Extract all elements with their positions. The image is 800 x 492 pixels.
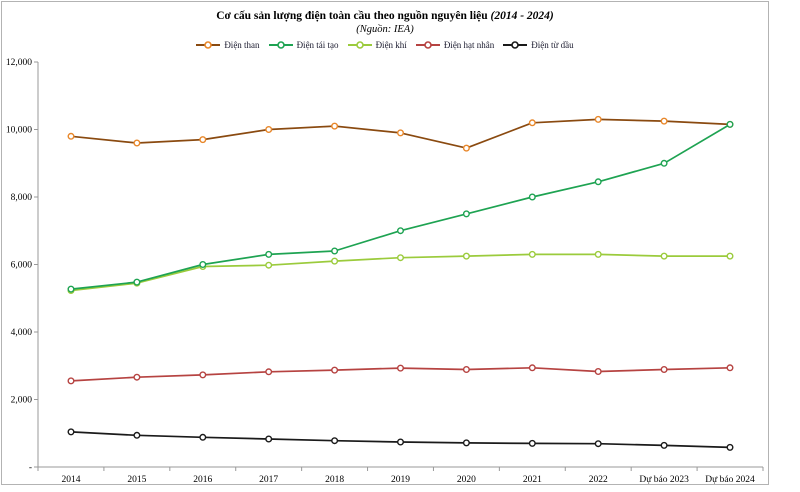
series-point-marker bbox=[594, 250, 602, 258]
x-axis-category-label: 2021 bbox=[523, 475, 542, 485]
series-point-marker bbox=[528, 364, 536, 372]
legend-line-marker-icon bbox=[415, 41, 440, 49]
x-axis-category-label: 2019 bbox=[391, 475, 410, 485]
series-point-marker bbox=[726, 364, 734, 372]
legend-line-marker-icon bbox=[503, 41, 528, 49]
series-point-marker bbox=[199, 261, 207, 269]
series-point-marker bbox=[462, 366, 470, 374]
series-point-marker bbox=[594, 178, 602, 186]
series-point-marker bbox=[397, 364, 405, 372]
x-axis-category-label: Dự báo 2023 bbox=[639, 475, 689, 485]
series-point-marker bbox=[199, 136, 207, 144]
x-axis-category-label: Dự báo 2024 bbox=[705, 475, 755, 485]
legend-item-4: Điện hạt nhân bbox=[415, 40, 495, 50]
series-point-marker bbox=[594, 115, 602, 123]
x-axis-category-label: 2022 bbox=[589, 475, 608, 485]
x-axis-category-label: 2017 bbox=[259, 475, 278, 485]
series-point-marker bbox=[726, 252, 734, 260]
y-axis-tick-label: 10,000 bbox=[6, 126, 32, 136]
series-line-2 bbox=[70, 123, 731, 290]
y-axis-tick-label: 8,000 bbox=[11, 193, 33, 203]
y-axis-tick-label: 4,000 bbox=[11, 328, 33, 338]
series-point-marker bbox=[462, 210, 470, 218]
series-point-marker bbox=[397, 254, 405, 262]
series-point-marker bbox=[594, 440, 602, 448]
series-point-marker bbox=[265, 250, 273, 258]
x-axis-category-label: 2014 bbox=[61, 475, 80, 485]
legend-line-marker-icon bbox=[347, 41, 372, 49]
series-point-marker bbox=[133, 431, 141, 439]
series-point-marker bbox=[67, 285, 75, 293]
series-point-marker bbox=[528, 439, 536, 447]
legend-item-label: Điện hạt nhân bbox=[443, 40, 495, 50]
series-point-marker bbox=[67, 428, 75, 436]
series-point-marker bbox=[397, 227, 405, 235]
series-point-marker bbox=[331, 437, 339, 445]
series-point-marker bbox=[528, 119, 536, 127]
series-point-marker bbox=[331, 247, 339, 255]
y-axis-tick-label: 2,000 bbox=[11, 396, 33, 406]
series-point-marker bbox=[67, 132, 75, 140]
series-point-marker bbox=[462, 144, 470, 152]
series-point-marker bbox=[660, 117, 668, 125]
series-point-marker bbox=[462, 252, 470, 260]
series-point-marker bbox=[726, 120, 734, 128]
series-point-marker bbox=[67, 377, 75, 385]
legend-item-label: Điện từ dầu bbox=[531, 40, 574, 50]
y-axis-tick-label: 12,000 bbox=[6, 58, 32, 68]
series-point-marker bbox=[331, 122, 339, 130]
chart-title-range: (2014 - 2024) bbox=[490, 10, 554, 22]
chart-frame: - 2,000 4,000 6,000 8,000 10,000 12,000 2014 201… bbox=[1, 1, 769, 485]
series-point-marker bbox=[462, 439, 470, 447]
series-point-marker bbox=[133, 139, 141, 147]
series-point-marker bbox=[265, 261, 273, 269]
y-axis-tick-label: - bbox=[29, 463, 32, 473]
series-point-marker bbox=[660, 252, 668, 260]
series-point-marker bbox=[660, 441, 668, 449]
series-point-marker bbox=[265, 125, 273, 133]
series-point-marker bbox=[528, 250, 536, 258]
chart-subtitle: (Nguồn: IEA) bbox=[356, 24, 414, 35]
series-point-marker bbox=[331, 366, 339, 374]
legend-line-marker-icon bbox=[196, 41, 221, 49]
series-point-marker bbox=[199, 433, 207, 441]
series-point-marker bbox=[594, 368, 602, 376]
series-point-marker bbox=[265, 435, 273, 443]
chart-title-main: Cơ cấu sản lượng điện toàn cầu theo nguồ… bbox=[216, 10, 488, 22]
series-point-marker bbox=[133, 278, 141, 286]
legend-line-marker-icon bbox=[268, 41, 293, 49]
legend-item-label: Điện khí bbox=[375, 40, 407, 50]
series-point-marker bbox=[397, 438, 405, 446]
series-point-marker bbox=[660, 366, 668, 374]
legend-item-label: Điện than bbox=[224, 40, 260, 50]
series-point-marker bbox=[265, 368, 273, 376]
chart-plot: - 2,000 4,000 6,000 8,000 10,000 12,000 2014 201… bbox=[6, 58, 764, 485]
x-axis-category-label: 2020 bbox=[457, 475, 476, 485]
series-point-marker bbox=[528, 193, 536, 201]
series-point-marker bbox=[199, 371, 207, 379]
legend: Điện than Điện tái tạo Điện khí Điện hạt nh… bbox=[2, 40, 768, 50]
x-axis-category-label: 2016 bbox=[193, 475, 212, 485]
series-point-marker bbox=[660, 159, 668, 167]
legend-item-3: Điện khí bbox=[347, 40, 407, 50]
series-point-marker bbox=[726, 443, 734, 451]
chart-title: Cơ cấu sản lượng điện toàn cầu theo nguồ… bbox=[2, 9, 768, 23]
legend-item-1: Điện than bbox=[196, 40, 260, 50]
legend-item-label: Điện tái tạo bbox=[296, 40, 339, 50]
series-point-marker bbox=[397, 129, 405, 137]
x-axis-category-label: 2015 bbox=[127, 475, 146, 485]
y-axis-tick-label: 6,000 bbox=[11, 261, 33, 271]
legend-item-5: Điện từ dầu bbox=[503, 40, 574, 50]
legend-item-2: Điện tái tạo bbox=[268, 40, 339, 50]
x-axis-category-label: 2018 bbox=[325, 475, 344, 485]
series-point-marker bbox=[133, 373, 141, 381]
series-point-marker bbox=[331, 257, 339, 265]
